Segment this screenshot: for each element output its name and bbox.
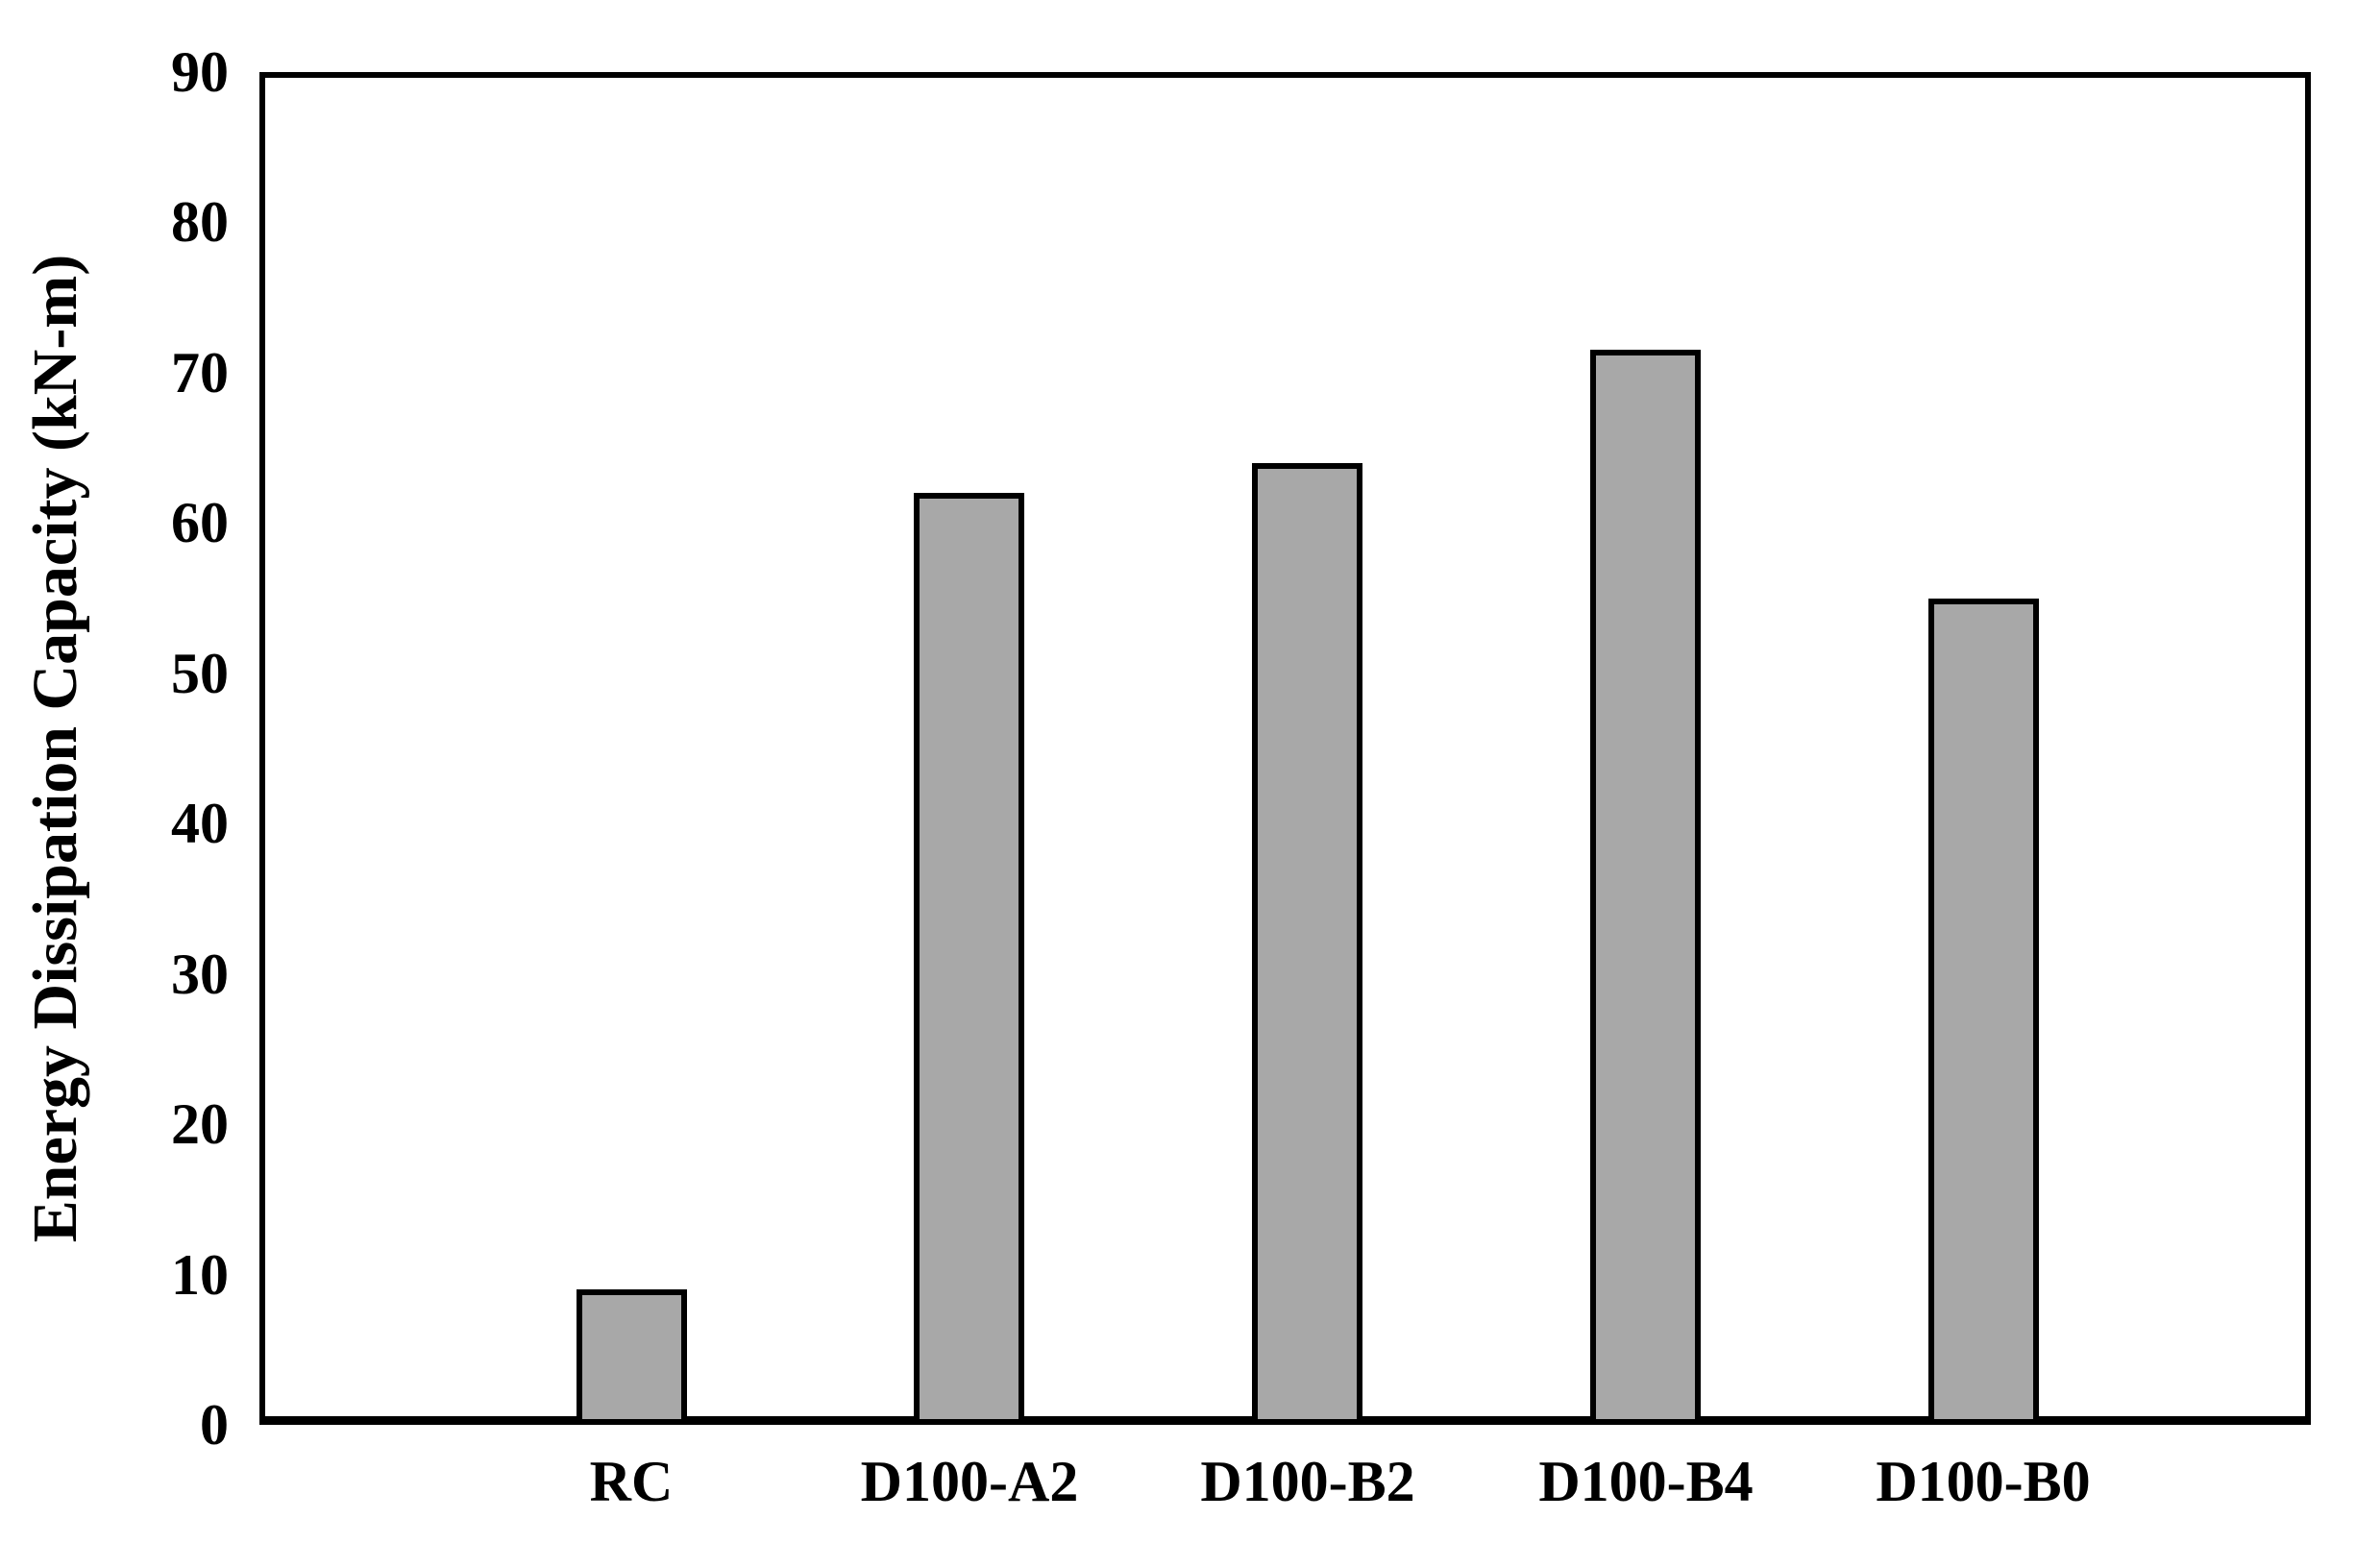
y-tick-label-60: 60 xyxy=(171,491,229,555)
y-tick-label-90: 90 xyxy=(171,40,229,104)
bar-D100-A2 xyxy=(914,493,1024,1425)
x-label-D100-A2: D100-A2 xyxy=(860,1450,1079,1513)
x-label-D100-B4: D100-B4 xyxy=(1538,1450,1754,1513)
y-tick-label-10: 10 xyxy=(171,1242,229,1307)
bar-D100-B4 xyxy=(1590,350,1701,1425)
y-tick-label-40: 40 xyxy=(171,792,229,856)
x-label-RC: RC xyxy=(589,1450,674,1513)
bar-D100-B0 xyxy=(1928,599,2039,1425)
y-tick-label-70: 70 xyxy=(171,340,229,404)
x-label-D100-B2: D100-B2 xyxy=(1200,1450,1415,1513)
y-tick-label-0: 0 xyxy=(200,1393,229,1457)
y-tick-label-50: 50 xyxy=(171,641,229,705)
bar-RC xyxy=(577,1289,687,1425)
y-tick-label-20: 20 xyxy=(171,1092,229,1157)
y-tick-label-30: 30 xyxy=(171,942,229,1006)
x-label-D100-B0: D100-B0 xyxy=(1876,1450,2091,1513)
bar-D100-B2 xyxy=(1252,463,1362,1425)
y-tick-label-80: 80 xyxy=(171,190,229,255)
